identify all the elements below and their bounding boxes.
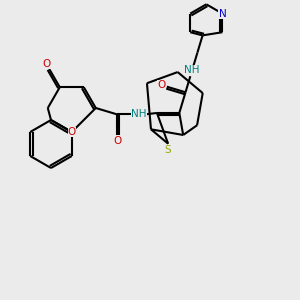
Text: O: O <box>43 59 51 69</box>
Text: N: N <box>219 9 226 19</box>
Text: O: O <box>113 136 122 146</box>
Text: O: O <box>157 80 165 90</box>
Text: O: O <box>68 127 76 137</box>
Text: S: S <box>165 145 171 155</box>
Text: NH: NH <box>131 110 147 119</box>
Text: NH: NH <box>184 65 200 75</box>
